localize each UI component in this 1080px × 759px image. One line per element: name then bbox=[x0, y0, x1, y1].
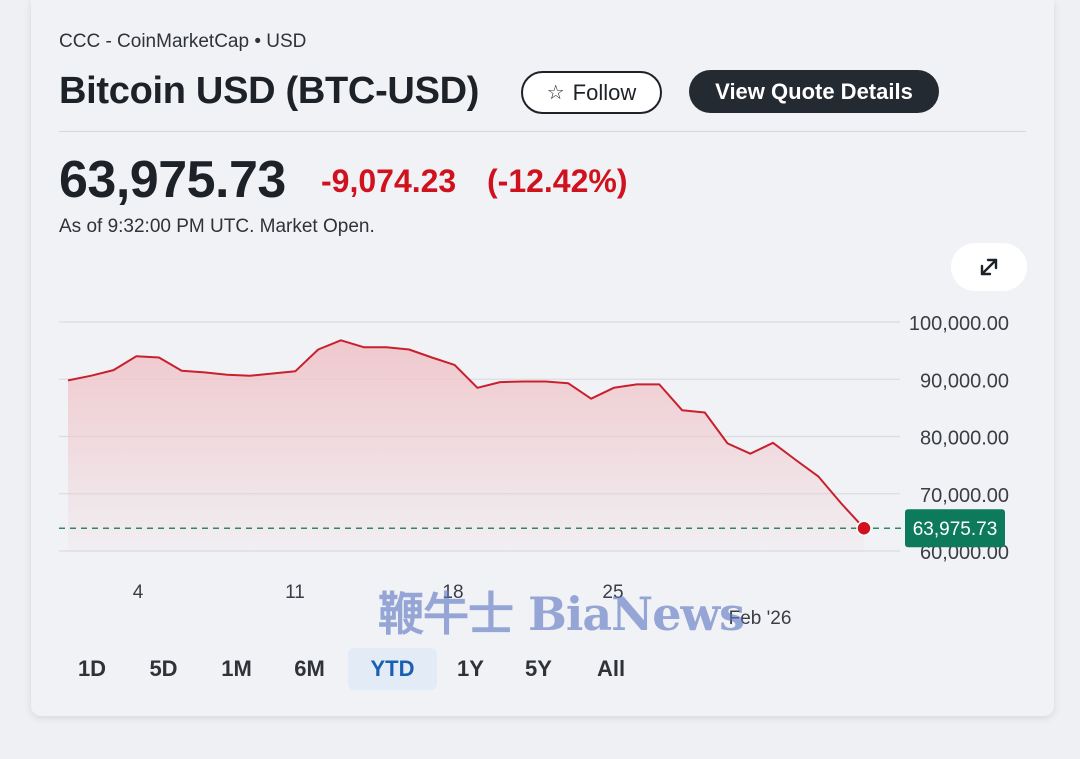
y-tick-label: 80,000.00 bbox=[920, 428, 1009, 450]
watermark: 鞭牛士 BiaNews bbox=[378, 587, 745, 641]
x-tick-label: 18 bbox=[442, 582, 463, 603]
range-tabs: 1D 5D 1M 6M YTD 1Y 5Y All bbox=[59, 648, 649, 690]
price-chart: 100,000.00 90,000.00 80,000.00 70,000.00 60,… bbox=[59, 313, 1009, 629]
y-tick-label: 100,000.00 bbox=[909, 313, 1009, 335]
header-divider bbox=[59, 131, 1026, 132]
current-price: 63,975.73 bbox=[59, 151, 286, 209]
current-price-tag bbox=[905, 509, 1005, 548]
as-of-timestamp: As of 9:32:00 PM UTC. Market Open. bbox=[59, 216, 375, 237]
range-tab-1m[interactable]: 1M bbox=[221, 656, 252, 681]
star-outline-icon: ☆ bbox=[546, 81, 565, 104]
y-tick-label: 60,000.00 bbox=[920, 542, 1009, 564]
price-change-percent: (-12.42%) bbox=[487, 163, 628, 199]
range-tab-ytd[interactable]: YTD bbox=[348, 648, 437, 690]
x-tick-label: 11 bbox=[285, 582, 305, 603]
range-tab-5d[interactable]: 5D bbox=[149, 656, 178, 681]
range-tab-1y[interactable]: 1Y bbox=[457, 656, 484, 681]
last-point-marker bbox=[856, 520, 872, 536]
x-tick-label: 25 bbox=[602, 582, 623, 603]
current-price-tag-label: 63,975.73 bbox=[913, 519, 998, 540]
view-quote-details-label: View Quote Details bbox=[715, 78, 913, 104]
expand-arrows-icon bbox=[980, 258, 998, 276]
quote-source: CCC - CoinMarketCap • USD bbox=[59, 31, 307, 52]
price-change: -9,074.23 bbox=[321, 163, 457, 199]
page-title: Bitcoin USD (BTC-USD) bbox=[59, 70, 480, 112]
view-quote-details-button[interactable]: View Quote Details bbox=[689, 70, 939, 113]
follow-button[interactable]: ☆ Follow bbox=[521, 71, 662, 114]
series-line bbox=[67, 339, 865, 529]
y-tick-label: 70,000.00 bbox=[920, 485, 1009, 507]
range-tab-all[interactable]: All bbox=[596, 656, 626, 681]
range-tab-1d[interactable]: 1D bbox=[77, 656, 107, 681]
follow-label: Follow bbox=[572, 79, 637, 105]
series-area bbox=[68, 340, 864, 551]
range-tab-5y[interactable]: 5Y bbox=[525, 656, 552, 681]
quote-card bbox=[31, 0, 1054, 716]
range-tab-6m[interactable]: 6M bbox=[294, 656, 325, 681]
x-tick-label: 4 bbox=[133, 582, 144, 603]
expand-chart-button[interactable] bbox=[951, 243, 1027, 291]
y-tick-label: 90,000.00 bbox=[920, 370, 1009, 392]
x-tick-label: Feb '26 bbox=[729, 608, 792, 629]
